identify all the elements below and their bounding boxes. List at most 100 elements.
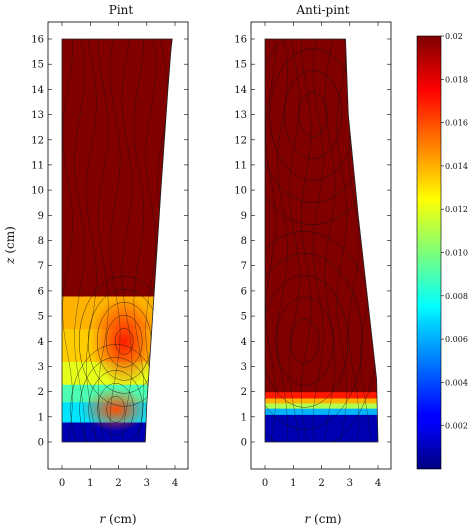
panel-pint-frame (47, 21, 189, 470)
ytick-label-7: 7 (241, 261, 247, 272)
streamline-10 (62, 39, 73, 442)
colorbar: 0.02 0.018 0.016 0.014 0.012 0.010 0.008 0.006 0… (416, 32, 468, 470)
vortex-1 (81, 387, 150, 432)
field-band-6 (62, 39, 173, 297)
cb-tick-label-8: 0.004 (445, 378, 468, 387)
cb-tick-label-7: 0.006 (445, 335, 468, 344)
ytick-label-2: 2 (241, 387, 247, 398)
streamline-5 (106, 396, 125, 423)
panel-antipint-frame (250, 21, 392, 470)
xtick-label-1: 1 (87, 478, 93, 489)
ytick-label-4: 4 (38, 337, 44, 348)
xtick-label-2: 2 (318, 478, 324, 489)
ytick-label-9: 9 (38, 211, 44, 222)
panel-pint-boundary (61, 38, 173, 443)
ytick-label-12: 12 (234, 135, 247, 146)
panel-pint-title: Pint (109, 3, 134, 17)
streamline-12 (86, 39, 97, 442)
ytick-label-16: 16 (234, 35, 247, 46)
streamline-4 (265, 39, 378, 225)
ytick-label-0: 0 (241, 438, 247, 449)
ytick-label-5: 5 (241, 312, 247, 323)
ytick-label-12: 12 (31, 135, 44, 146)
panel-antipint-field (265, 39, 378, 442)
cb-tick-label-5: 0.010 (445, 249, 468, 258)
panel-pint-xticks: 0 1 2 3 4 (59, 22, 178, 489)
xtick-label-0: 0 (262, 478, 268, 489)
cb-tick-label-4: 0.012 (445, 205, 468, 214)
streamline-6 (275, 297, 334, 386)
colorbar-gradient (416, 35, 442, 470)
xtick-label-4: 4 (172, 478, 178, 489)
streamline-13 (300, 39, 312, 442)
ytick-label-15: 15 (31, 60, 44, 71)
ytick-label-13: 13 (31, 110, 44, 121)
ytick-label-11: 11 (234, 160, 247, 171)
ytick-label-5: 5 (38, 312, 44, 323)
cb-tick-label-3: 0.014 (445, 162, 468, 171)
ytick-label-15: 15 (234, 60, 247, 71)
vortex-0 (90, 295, 159, 388)
xtick-label-1: 1 (290, 478, 296, 489)
ytick-label-14: 14 (31, 85, 44, 96)
field-band-4 (265, 391, 378, 399)
streamline-11 (74, 39, 85, 442)
ytick-label-9: 9 (241, 211, 247, 222)
ytick-label-6: 6 (241, 286, 247, 297)
ytick-label-1: 1 (38, 412, 44, 423)
streamline-16 (133, 39, 145, 442)
ytick-label-7: 7 (38, 261, 44, 272)
colorbar-ticks: 0.02 0.018 0.016 0.014 0.012 0.010 0.008 0.006 0… (441, 32, 468, 431)
streamline-5 (289, 319, 320, 364)
streamline-0 (298, 92, 328, 137)
panel-pint-xlabel: r (cm) (99, 512, 136, 526)
panel-pint-ylabel: z (cm) (3, 226, 17, 265)
panel-antipint-xlabel: r (cm) (304, 512, 341, 526)
field-band-1 (265, 408, 378, 415)
xtick-label-0: 0 (59, 478, 65, 489)
ytick-label-13: 13 (234, 110, 247, 121)
streamline-14 (109, 39, 121, 442)
xtick-label-2: 2 (115, 478, 121, 489)
streamline-11 (277, 39, 288, 442)
vortex-1 (270, 319, 339, 364)
xtick-label-3: 3 (347, 478, 353, 489)
field-band-2 (265, 403, 378, 409)
cb-tick-label-2: 0.016 (445, 119, 468, 128)
ytick-label-3: 3 (241, 362, 247, 373)
streamline-15 (324, 39, 336, 442)
field-band-0 (62, 421, 173, 442)
xtick-label-3: 3 (144, 478, 150, 489)
ytick-label-0: 0 (38, 438, 44, 449)
streamline-0 (114, 328, 134, 355)
ytick-label-4: 4 (241, 337, 247, 348)
ytick-label-2: 2 (38, 387, 44, 398)
streamline-15 (121, 39, 133, 442)
field-band-0 (265, 414, 378, 442)
ytick-label-11: 11 (31, 160, 44, 171)
ytick-label-8: 8 (38, 236, 44, 247)
panel-pint-field (62, 39, 173, 442)
panel-antipint-xticks: 0 1 2 3 4 (262, 22, 381, 489)
ytick-label-14: 14 (234, 85, 247, 96)
ytick-label-10: 10 (31, 186, 44, 197)
ytick-label-8: 8 (241, 236, 247, 247)
ytick-label-10: 10 (234, 186, 247, 197)
streamline-16 (336, 39, 348, 442)
streamline-10 (265, 39, 276, 442)
streamline-1 (105, 315, 143, 368)
cb-tick-label-0: 0.02 (445, 32, 463, 41)
streamline-13 (97, 39, 109, 442)
cb-tick-label-6: 0.008 (445, 292, 468, 301)
vortex-0 (279, 68, 347, 161)
ytick-label-16: 16 (31, 35, 44, 46)
streamline-12 (289, 39, 300, 442)
streamline-14 (312, 39, 324, 442)
streamline-6 (97, 383, 134, 436)
streamline-7 (265, 275, 349, 408)
xtick-label-4: 4 (375, 478, 381, 489)
